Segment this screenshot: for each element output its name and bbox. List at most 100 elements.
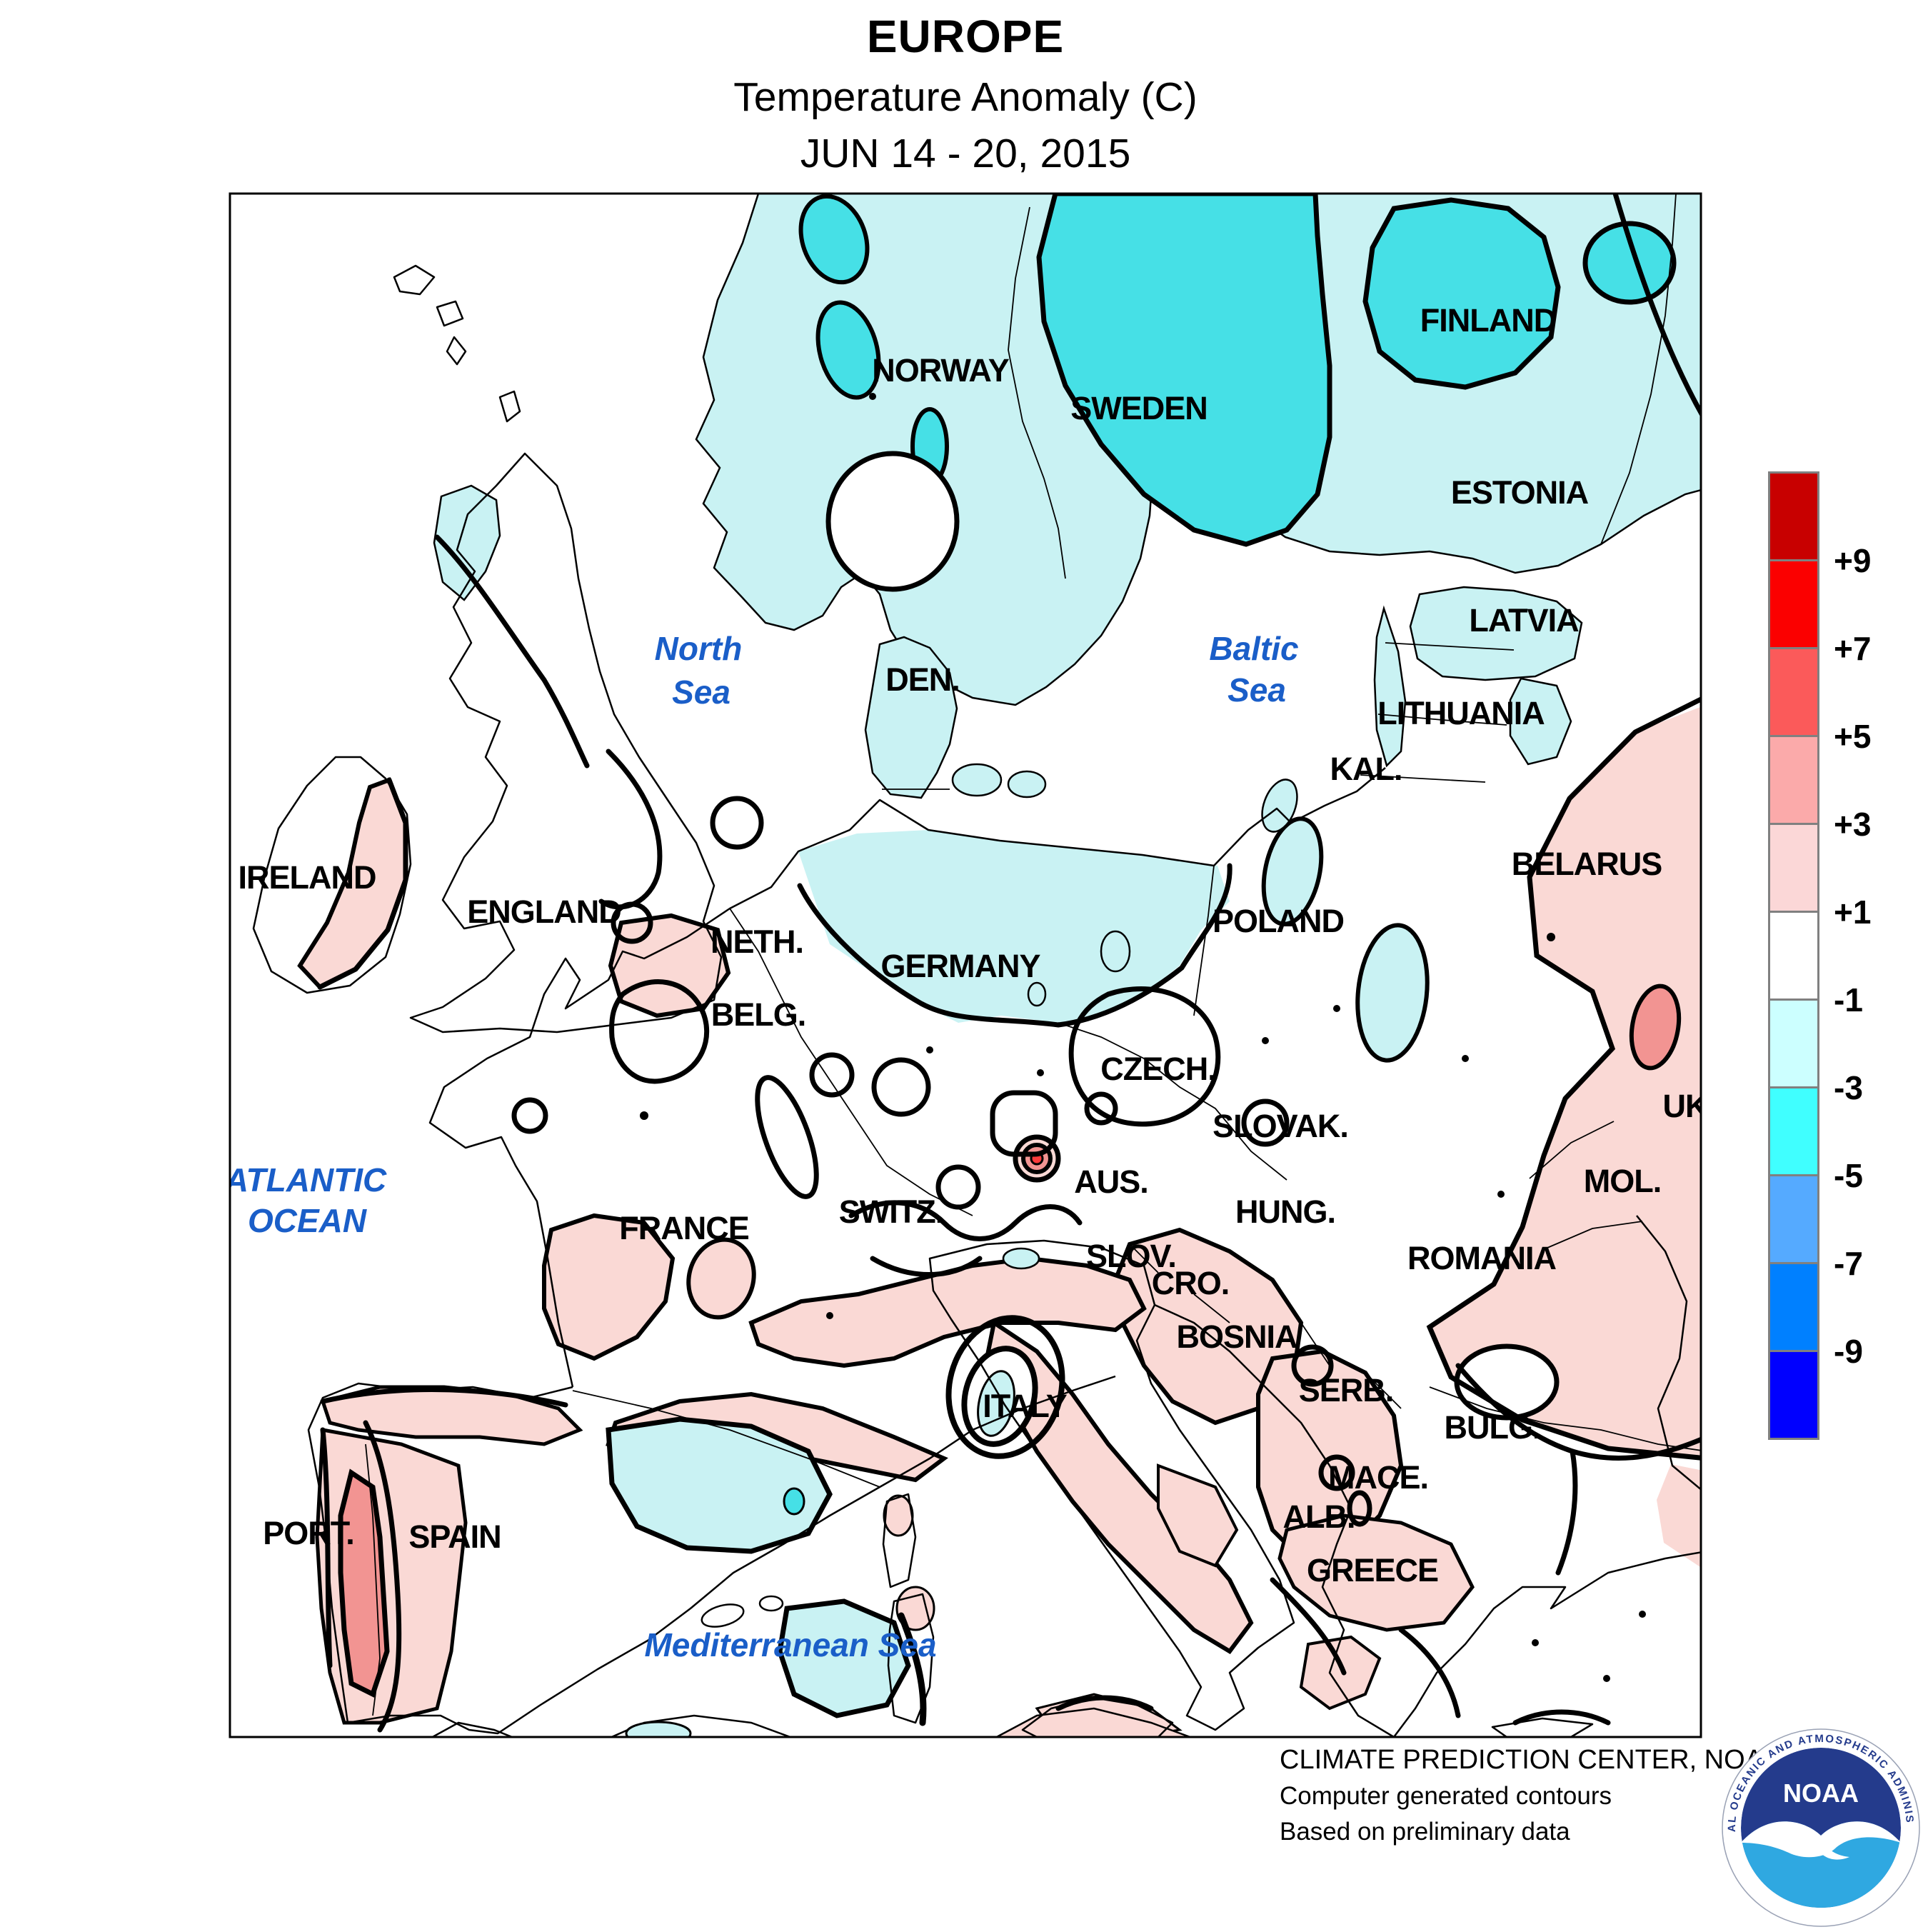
coastline-continent-north — [428, 767, 1386, 1388]
country-label-kal: KAL. — [1330, 751, 1402, 787]
country-label-england: ENGLAND — [467, 894, 621, 930]
fill-france-center-pink — [686, 1237, 756, 1320]
legend-color-bar — [1768, 471, 1819, 1440]
sea-label-atlantic: ATLANTIC — [229, 1161, 387, 1198]
fill-denmark — [864, 636, 958, 799]
fill-nw-spain-pink — [320, 1385, 583, 1446]
country-label-czech: CZECH. — [1100, 1051, 1216, 1087]
legend-swatch-9 — [1770, 1264, 1817, 1352]
country-label-den: DEN. — [885, 661, 960, 698]
coastline-crete — [1491, 1717, 1594, 1737]
fill-ukraine-salmon — [1629, 983, 1682, 1071]
country-label-hung: HUNG. — [1235, 1193, 1335, 1230]
contour-dots — [640, 393, 1646, 1682]
sea-label-ocean: OCEAN — [248, 1202, 367, 1239]
country-label-switz: SWITZ. — [839, 1193, 943, 1230]
fill-east-europe-pink — [1430, 706, 1701, 1456]
fill-bulgaria-east-pink — [1657, 1464, 1701, 1568]
fill-spain-cyan-dot — [783, 1487, 805, 1516]
coastline-black-sea — [1636, 1215, 1701, 1491]
country-label-norway: NORWAY — [872, 352, 1010, 389]
country-label-port: PORT. — [263, 1515, 354, 1551]
fill-catalonia-pink — [1157, 1463, 1239, 1568]
fill-africa-cyan — [625, 1721, 692, 1737]
map-title: EUROPE — [866, 11, 1065, 62]
legend-label--3: -3 — [1834, 1069, 1863, 1106]
sea-label-sea: Sea — [672, 674, 730, 711]
fill-west-france-pink — [542, 1213, 676, 1361]
noaa-wordmark: NOAA — [1783, 1778, 1859, 1808]
country-label-neth: NETH. — [711, 924, 803, 960]
country-label-france: FRANCE — [619, 1210, 749, 1246]
fill-africa-east — [995, 1707, 1193, 1737]
legend-label--1: -1 — [1834, 981, 1863, 1018]
fill-estonia — [1409, 586, 1583, 681]
coastlines — [252, 264, 1701, 1737]
legend-swatch-5 — [1770, 913, 1817, 1001]
fill-kaliningrad-blob — [1261, 779, 1298, 833]
legend-swatch-6 — [1770, 1001, 1817, 1088]
fill-norway-blob-1 — [798, 194, 870, 285]
fill-germany-cyan-dot-2 — [1027, 981, 1047, 1007]
source-line-3: Based on preliminary data — [1280, 1818, 1570, 1846]
legend-label--9: -9 — [1834, 1333, 1863, 1370]
legend-label-+5: +5 — [1834, 718, 1872, 755]
map-panel: NORWAY SWEDEN FINLAND ESTONIA LATVIA LITHUANI… — [229, 192, 1702, 1738]
fill-portugal-salmon-core — [338, 1468, 390, 1698]
fill-italy-peninsula-pink — [984, 1319, 1254, 1654]
coastline-mallorca — [701, 1603, 745, 1628]
country-label-greece: GREECE — [1307, 1552, 1438, 1588]
country-label-estonia: ESTONIA — [1451, 474, 1589, 511]
noaa-emblem — [1741, 1748, 1901, 1908]
country-label-latvia: LATVIA — [1469, 602, 1579, 639]
fill-slovenia-cyan-dot — [1002, 1247, 1040, 1270]
coastline-menorca — [758, 1595, 784, 1612]
thick-contours — [317, 194, 1701, 1733]
country-label-lithuania: LITHUANIA — [1377, 695, 1545, 731]
fill-north-greece-pink — [1277, 1513, 1475, 1632]
fill-south-norway-white — [825, 451, 960, 592]
legend-swatch-4 — [1770, 825, 1817, 913]
fill-latvia-sliver — [1373, 605, 1407, 768]
legend-swatch-3 — [1770, 737, 1817, 825]
country-label-poland: POLAND — [1212, 903, 1344, 939]
coastline-sardinia — [887, 1593, 935, 1724]
fill-danish-isle — [951, 763, 1003, 797]
fill-finland-ne-blob — [1582, 221, 1677, 305]
country-label-uk: UK — [1663, 1088, 1703, 1124]
fill-spain-cyan-south — [777, 1598, 911, 1718]
fill-north-germany — [798, 830, 1230, 1023]
fill-estonia-south — [1509, 677, 1572, 766]
country-label-sweden: SWEDEN — [1070, 390, 1207, 426]
fill-sweden-cold-core — [1036, 194, 1332, 547]
coastline-britain — [409, 452, 723, 1033]
source-line-1: CLIMATE PREDICTION CENTER, NOAA — [1280, 1745, 1782, 1775]
country-label-spain: SPAIN — [408, 1518, 501, 1555]
country-label-belarus: BELARUS — [1512, 846, 1662, 882]
country-label-germany: GERMANY — [880, 948, 1040, 984]
coastline-faroes — [393, 264, 467, 366]
country-label-ireland: IRELAND — [239, 859, 376, 896]
country-label-belg: BELG. — [711, 996, 806, 1033]
sea-label-mediterranean-sea: Mediterranean Sea — [644, 1626, 936, 1663]
country-label-alb: ALB. — [1283, 1498, 1355, 1535]
legend-swatch-7 — [1770, 1088, 1817, 1176]
sea-label-baltic: Baltic — [1209, 630, 1298, 667]
country-label-romania: ROMANIA — [1407, 1240, 1556, 1276]
country-label-slovak: SLOVAK. — [1212, 1108, 1348, 1144]
coastline-iberia — [307, 1375, 1116, 1735]
sea-label-sea: Sea — [1227, 671, 1286, 709]
coastline-adriatic-greece — [1154, 1303, 1701, 1737]
source-line-2: Computer generated contours — [1280, 1782, 1612, 1810]
legend-label-+7: +7 — [1834, 630, 1872, 667]
europe-anomaly-map: NORWAY SWEDEN FINLAND ESTONIA LATVIA LITHUANI… — [229, 192, 1702, 1738]
sea-label-north: North — [655, 630, 743, 667]
map-subtitle: Temperature Anomaly (C) — [733, 74, 1198, 120]
legend-swatch-1 — [1770, 561, 1817, 649]
fill-peloponnese-pink — [1299, 1635, 1382, 1711]
fill-spain-cyan-north — [606, 1416, 833, 1554]
map-frame — [229, 192, 1702, 1738]
legend-swatch-2 — [1770, 649, 1817, 737]
coastline-sicily — [1021, 1696, 1174, 1737]
country-borders — [365, 194, 1701, 1716]
